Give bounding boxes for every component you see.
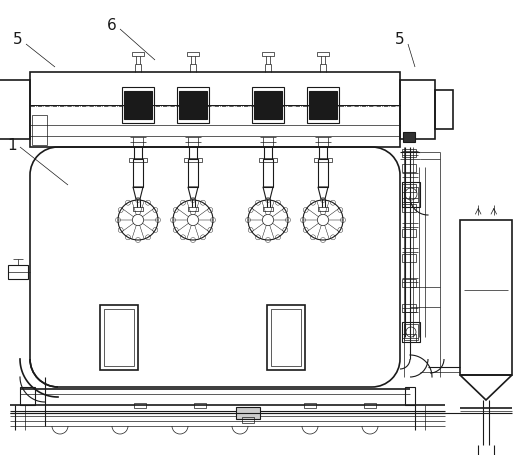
Bar — [259, 158, 277, 162]
Bar — [402, 204, 416, 212]
Bar — [188, 207, 198, 211]
Bar — [402, 322, 420, 342]
Text: 1: 1 — [7, 137, 17, 152]
Bar — [8, 265, 28, 279]
Bar — [132, 52, 144, 56]
Bar — [187, 52, 199, 56]
Bar — [104, 309, 134, 366]
Bar — [402, 149, 416, 157]
Bar — [404, 324, 418, 340]
Bar — [403, 132, 415, 142]
Text: 6: 6 — [107, 17, 117, 32]
Bar — [100, 305, 138, 370]
Bar — [0, 80, 30, 139]
Bar — [402, 182, 420, 207]
Bar — [134, 403, 146, 408]
Bar — [460, 220, 512, 375]
Bar — [184, 158, 202, 162]
Bar — [129, 158, 147, 162]
Text: 5: 5 — [13, 32, 23, 47]
Bar — [318, 159, 328, 187]
Bar — [188, 159, 198, 187]
Bar — [30, 72, 400, 147]
Bar — [314, 158, 332, 162]
Bar — [402, 334, 416, 342]
Bar — [32, 115, 47, 145]
Bar — [271, 309, 301, 366]
Bar — [263, 207, 273, 211]
Bar — [402, 279, 416, 287]
Bar — [267, 305, 305, 370]
Bar — [242, 417, 254, 423]
Bar — [435, 90, 453, 129]
Bar — [263, 159, 273, 187]
Bar — [177, 87, 209, 123]
Bar — [402, 229, 416, 237]
Bar — [133, 159, 143, 187]
Bar — [122, 87, 154, 123]
Bar — [179, 91, 207, 119]
Bar — [307, 87, 339, 123]
Text: 5: 5 — [395, 32, 405, 47]
Bar — [317, 52, 329, 56]
Bar — [304, 403, 316, 408]
Bar — [402, 184, 416, 192]
Bar — [309, 91, 337, 119]
Bar — [402, 164, 416, 172]
Bar — [402, 304, 416, 312]
Bar — [364, 403, 376, 408]
Bar — [252, 87, 284, 123]
Bar — [262, 52, 274, 56]
Bar — [254, 91, 282, 119]
Bar — [124, 91, 152, 119]
Bar — [194, 403, 206, 408]
Bar — [133, 207, 143, 211]
Bar — [402, 254, 416, 262]
Bar — [404, 187, 418, 202]
Bar — [405, 387, 415, 405]
Bar — [318, 207, 328, 211]
Bar — [20, 387, 35, 405]
Bar — [400, 80, 435, 139]
Bar — [236, 407, 260, 419]
